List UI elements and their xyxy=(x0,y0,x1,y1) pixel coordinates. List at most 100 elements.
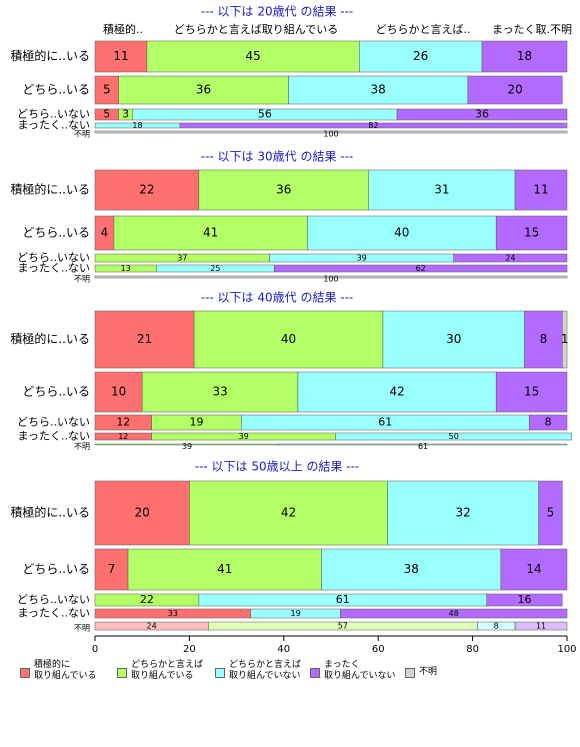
data-label: 32 xyxy=(456,506,471,520)
bar-segment xyxy=(382,310,525,369)
bar-segment xyxy=(94,548,129,591)
panel-title: --- 以下は 20歳代 の結果 --- xyxy=(201,5,354,19)
x-tick-label: 60 xyxy=(372,644,385,655)
data-label: 15 xyxy=(524,385,539,399)
data-label: 61 xyxy=(418,442,428,451)
data-label: 41 xyxy=(203,226,218,240)
data-label: 30 xyxy=(446,332,461,346)
bar-segment xyxy=(321,548,502,591)
data-label: 82 xyxy=(368,121,378,130)
data-label: 14 xyxy=(526,562,541,576)
data-label: 42 xyxy=(389,385,404,399)
data-label: 12 xyxy=(116,416,130,429)
legend-label: 積極的に 取り組んでいる xyxy=(34,660,97,681)
row-label: どちら..いる xyxy=(22,385,90,399)
data-label: 15 xyxy=(524,226,539,240)
data-label: 5 xyxy=(103,108,110,121)
data-label: 8 xyxy=(494,622,499,631)
row-label: 積極的に..いる xyxy=(10,48,90,63)
bar-segment xyxy=(528,414,568,431)
data-label: 41 xyxy=(217,562,232,576)
data-label: 50 xyxy=(449,432,459,441)
data-label: 3 xyxy=(122,108,129,121)
bar-segment xyxy=(538,480,563,546)
row-label: まったく..ない xyxy=(17,262,90,275)
data-label: 18 xyxy=(517,49,532,63)
data-label: 18 xyxy=(132,121,142,130)
row-label: どちら..いる xyxy=(22,226,90,240)
legend-swatch xyxy=(405,668,415,678)
legend-swatch xyxy=(20,668,30,678)
bar-segment xyxy=(113,215,308,251)
bar-segment xyxy=(141,371,299,413)
data-label: 36 xyxy=(276,183,291,197)
data-label: 4 xyxy=(101,226,109,240)
data-label: 12 xyxy=(118,432,128,441)
bar-segment xyxy=(387,480,539,546)
data-label: 11 xyxy=(536,622,546,631)
data-label: 24 xyxy=(147,622,157,631)
bar-segment xyxy=(340,608,568,619)
bar-segment xyxy=(524,310,563,369)
row-label: 不明 xyxy=(74,130,90,139)
bar-segment xyxy=(94,480,190,546)
legend-swatch xyxy=(215,668,225,678)
data-label: 45 xyxy=(245,49,260,63)
row-label: 不明 xyxy=(74,624,90,633)
data-label: 20 xyxy=(507,83,522,97)
data-label: 25 xyxy=(210,264,220,273)
column-header: 積極的.. xyxy=(103,22,143,36)
data-label: 42 xyxy=(281,506,296,520)
bar-segment xyxy=(94,169,200,211)
bar-segment xyxy=(500,548,568,591)
data-label: 39 xyxy=(357,254,367,263)
data-label: 24 xyxy=(505,254,515,263)
row-label: どちら..いない xyxy=(17,416,90,429)
bar-segment xyxy=(288,75,469,105)
data-label: 8 xyxy=(540,332,548,346)
legend-label: 不明 xyxy=(419,667,438,677)
bar-segment xyxy=(481,40,568,73)
bar-segment xyxy=(297,371,497,413)
data-label: 5 xyxy=(547,506,555,520)
legend-label: どちらかと言えば 取り組んでいる xyxy=(131,660,204,681)
row-label: どちら..いる xyxy=(22,562,90,576)
bar-segment xyxy=(146,40,360,73)
panel-title: --- 以下は 50歳以上 の結果 --- xyxy=(195,460,360,474)
data-label: 100 xyxy=(323,275,338,284)
panel-title: --- 以下は 40歳代 の結果 --- xyxy=(201,291,354,305)
row-label: どちら..いない xyxy=(17,251,90,264)
bar-segment xyxy=(118,75,289,105)
row-label: どちら..いる xyxy=(22,83,90,97)
data-label: 22 xyxy=(139,183,154,197)
legend-swatch xyxy=(310,668,320,678)
bar-segment xyxy=(193,310,384,369)
column-header: まったく取.不明 xyxy=(492,23,572,36)
data-label: 38 xyxy=(371,83,386,97)
data-label: 37 xyxy=(177,254,187,263)
data-label: 21 xyxy=(137,332,152,346)
data-label: 39 xyxy=(182,442,192,451)
x-tick-label: 100 xyxy=(557,644,576,655)
row-label: 積極的に..いる xyxy=(10,182,90,197)
column-header: どちらかと言えば取り組んでいる xyxy=(174,23,338,36)
row-label: まったく..ない xyxy=(17,430,90,443)
x-tick-label: 20 xyxy=(183,644,196,655)
data-label: 20 xyxy=(135,506,150,520)
bar-segment xyxy=(307,215,497,251)
row-label: 不明 xyxy=(74,442,90,451)
data-label: 100 xyxy=(323,130,338,139)
data-label: 7 xyxy=(108,562,116,576)
data-label: 19 xyxy=(189,416,203,429)
x-tick-label: 80 xyxy=(466,644,479,655)
row-label: まったく..ない xyxy=(17,119,90,132)
bar-segment xyxy=(278,443,568,446)
data-label: 36 xyxy=(196,83,211,97)
row-label: どちら..いない xyxy=(17,593,90,606)
bar-segment xyxy=(514,621,568,631)
data-label: 56 xyxy=(258,108,272,121)
data-label: 10 xyxy=(111,385,126,399)
data-label: 22 xyxy=(140,593,154,606)
